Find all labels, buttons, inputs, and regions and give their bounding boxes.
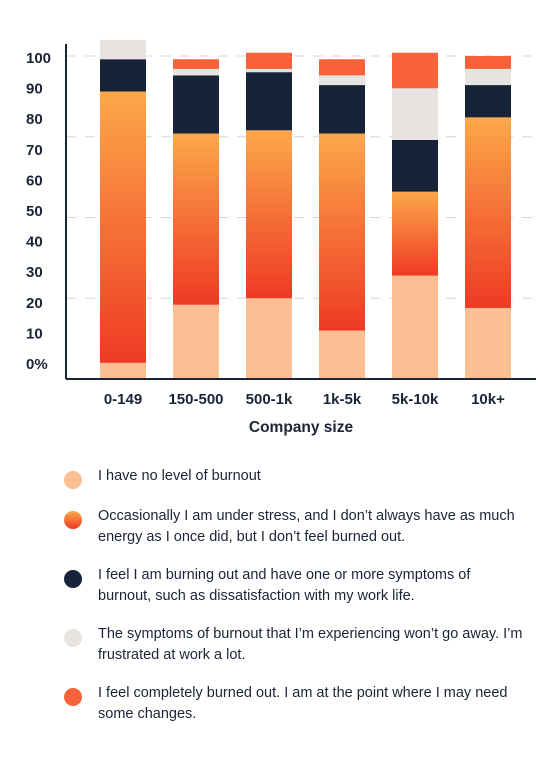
y-tick-label: 50: [26, 203, 43, 220]
bar-segment: [246, 130, 292, 299]
y-tick-label: 0%: [26, 356, 48, 373]
x-axis-title: Company size: [249, 419, 354, 436]
legend-swatch: [64, 511, 82, 529]
legend-swatch: [64, 570, 82, 588]
bar-segment: [246, 52, 292, 69]
bar-segment: [319, 59, 365, 76]
bar-segment: [392, 52, 438, 89]
y-tick-label: 60: [26, 172, 43, 189]
bar-segment: [173, 75, 219, 134]
bar-segment: [392, 275, 438, 379]
legend-item: I feel completely burned out. I am at th…: [64, 683, 524, 725]
bar-segment: [100, 39, 146, 60]
legend-label: I feel I am burning out and have one or …: [98, 567, 471, 604]
x-tick-labels: 0-149 150-500 500-1k 1k-5k 5k-10k 10k+: [104, 391, 505, 408]
legend-swatch: [64, 688, 82, 706]
legend-swatch: [64, 629, 82, 647]
legend-item: I have no level of burnout: [64, 466, 524, 489]
bar-segment: [173, 304, 219, 379]
bars: [100, 39, 511, 379]
bar-segment: [100, 362, 146, 379]
bar-segment: [465, 117, 511, 308]
bar-segment: [246, 72, 292, 131]
stacked-bar-chart: 0% 10 20 30 40 50 60 70 80 90 100 0-149 150-500 500-…: [26, 39, 536, 436]
bar-segment: [319, 133, 365, 331]
x-tick-label: 1k-5k: [323, 391, 362, 408]
y-tick-label: 80: [26, 111, 43, 128]
x-tick-label: 500-1k: [246, 391, 293, 408]
bar-segment: [392, 191, 438, 276]
legend-label: Occasionally I am under stress, and I do…: [98, 508, 515, 545]
bar-segment: [465, 68, 511, 86]
bar-segment: [392, 139, 438, 192]
legend-item: The symptoms of burnout that I’m experie…: [64, 624, 524, 666]
legend: I have no level of burnout Occasionally I…: [64, 466, 524, 742]
bar-segment: [465, 85, 511, 118]
y-tick-label: 10: [26, 325, 43, 342]
x-tick-label: 5k-10k: [392, 391, 439, 408]
legend-item: I feel I am burning out and have one or …: [64, 565, 524, 607]
bar-segment: [465, 56, 511, 69]
y-tick-labels: 0% 10 20 30 40 50 60 70 80 90 100: [26, 50, 51, 373]
x-tick-label: 10k+: [471, 391, 505, 408]
bar-segment: [319, 85, 365, 134]
y-tick-label: 20: [26, 295, 43, 312]
y-tick-label: 70: [26, 142, 43, 159]
legend-label: I feel completely burned out. I am at th…: [98, 685, 508, 722]
bar-segment: [319, 330, 365, 379]
bar-segment: [173, 133, 219, 305]
bar-segment: [465, 307, 511, 379]
bar-segment: [173, 59, 219, 69]
bar-segment: [246, 298, 292, 379]
bar-segment: [319, 75, 365, 86]
legend-label: The symptoms of burnout that I’m experie…: [98, 626, 523, 663]
y-tick-label: 30: [26, 264, 43, 281]
bar-segment: [246, 68, 292, 73]
y-tick-label: 40: [26, 234, 43, 251]
bar-segment: [100, 59, 146, 92]
bar-segment: [392, 88, 438, 140]
bar-segment: [100, 91, 146, 363]
x-tick-label: 150-500: [168, 391, 223, 408]
legend-swatch: [64, 471, 82, 489]
y-tick-label: 90: [26, 81, 43, 98]
bar-segment: [173, 68, 219, 76]
x-tick-label: 0-149: [104, 391, 142, 408]
y-tick-label: 100: [26, 50, 51, 67]
legend-label: I have no level of burnout: [98, 468, 261, 484]
legend-item: Occasionally I am under stress, and I do…: [64, 506, 524, 548]
